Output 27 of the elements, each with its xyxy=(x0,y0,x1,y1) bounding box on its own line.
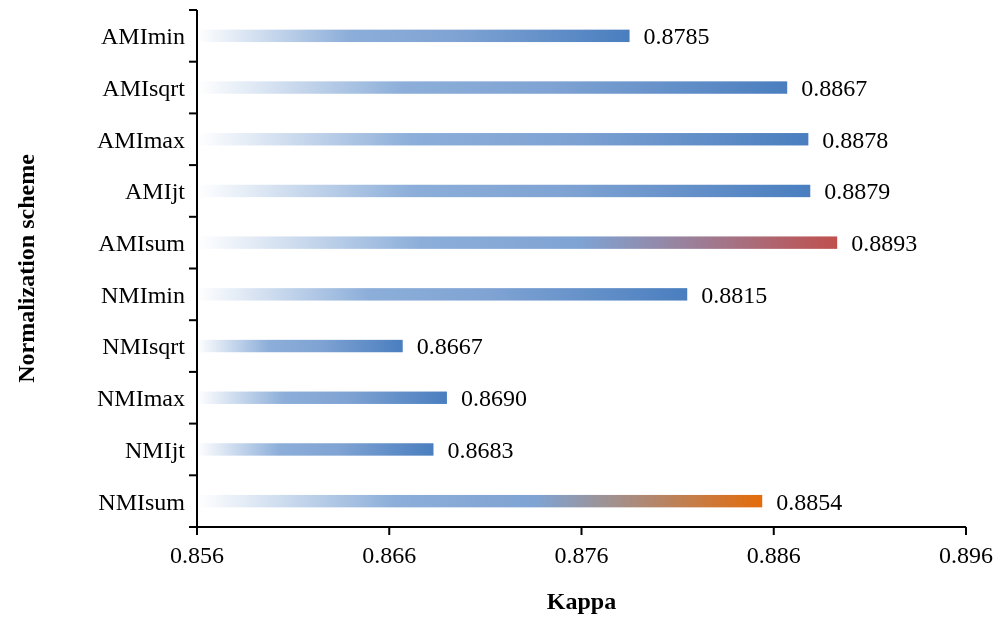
y-tick-label: AMIjt xyxy=(125,178,186,205)
data-label: 0.8815 xyxy=(701,281,768,308)
data-label: 0.8878 xyxy=(822,126,889,153)
data-label: 0.8667 xyxy=(416,333,483,360)
y-tick-label: NMIsqrt xyxy=(102,333,186,360)
y-tick-label: NMImax xyxy=(97,385,185,412)
x-tick-label: 0.866 xyxy=(362,542,417,568)
y-tick-label: NMImin xyxy=(101,281,185,308)
x-tick-label: 0.896 xyxy=(939,542,993,568)
y-tick-label: NMIjt xyxy=(125,436,186,463)
x-tick-label: 0.856 xyxy=(170,542,224,568)
data-label: 0.8683 xyxy=(447,436,514,463)
y-tick-label: AMImin xyxy=(101,23,185,50)
data-label: 0.8867 xyxy=(801,74,868,101)
data-label: 0.8785 xyxy=(643,23,710,50)
y-tick-label: AMIsum xyxy=(98,230,186,257)
data-label: 0.8893 xyxy=(851,230,918,257)
y-tick-label: NMIsum xyxy=(98,488,186,515)
x-tick-label: 0.876 xyxy=(554,542,609,568)
data-label: 0.8854 xyxy=(776,488,843,515)
x-axis-title: Kappa xyxy=(546,588,617,614)
x-tick-label: 0.886 xyxy=(746,542,801,568)
data-label: 0.8879 xyxy=(824,178,891,205)
y-axis-title: Normalization scheme xyxy=(13,153,39,383)
y-tick-label: AMImax xyxy=(97,126,185,153)
y-tick-label: AMIsqrt xyxy=(102,74,186,101)
data-label: 0.8690 xyxy=(460,385,527,412)
